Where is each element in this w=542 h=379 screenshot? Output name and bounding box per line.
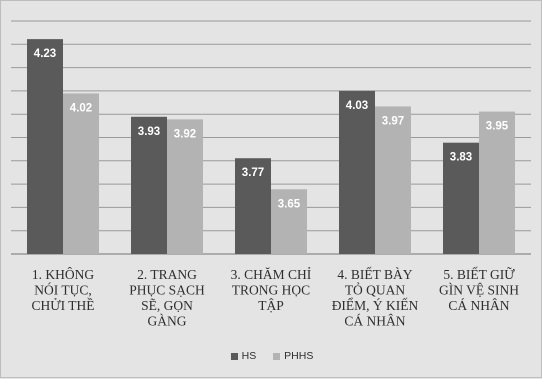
legend-item-hs: HS: [230, 350, 257, 363]
category-label-line: 3. CHĂM CHỈ: [231, 267, 312, 282]
category-label-line: GÀNG: [148, 314, 187, 329]
category-label-line: CÁ NHÂN: [448, 298, 509, 313]
bar-hs-1: [27, 39, 63, 254]
category-label-3: 3. CHĂM CHỈ TRONG HỌC TẬP: [231, 267, 312, 313]
bar-phhs-4: [375, 106, 411, 254]
category-label-5: 5. BIẾT GIỮ GÌN VỆ SINH CÁ NHÂN: [439, 267, 519, 313]
value-label-phhs-5: 3.95: [486, 121, 509, 133]
value-label-phhs-2: 3.92: [174, 128, 196, 140]
bar-hs-4: [339, 90, 375, 255]
legend-item-phhs: PHHS: [273, 350, 313, 362]
category-label-line: CHỬI THỀ: [31, 298, 94, 313]
category-label-line: NÓI TỤC,: [34, 283, 92, 298]
value-label-hs-3: 3.77: [242, 167, 264, 179]
category-labels: 1. KHÔNG NÓI TỤC, CHỬI THỀ 2. TRANG PHỤC SẠC…: [31, 267, 519, 329]
category-label-line: TRONG HỌC: [232, 283, 310, 298]
value-label-phhs-3: 3.65: [278, 198, 301, 210]
value-label-hs-1: 4.23: [34, 48, 56, 60]
value-label-phhs-1: 4.02: [70, 102, 92, 114]
value-label-hs-5: 3.83: [450, 152, 472, 164]
category-label-line: 1. KHÔNG: [32, 267, 94, 282]
category-label-line: CÁ NHÂN: [344, 314, 405, 329]
legend-label-hs: HS: [241, 350, 257, 363]
category-label-line: ĐIỂM, Ý KIẾN: [332, 298, 419, 313]
category-label-4: 4. BIẾT BÀY TỎ QUAN ĐIỂM, Ý KIẾN CÁ NHÂN: [332, 267, 419, 329]
category-label-line: PHỤC SẠCH: [129, 283, 205, 298]
legend-swatch-phhs: [273, 352, 281, 360]
category-label-line: GÌN VỆ SINH: [439, 283, 519, 298]
bars: [27, 39, 515, 255]
category-label-line: 4. BIẾT BÀY: [337, 267, 412, 282]
legend-label-phhs: PHHS: [284, 350, 314, 363]
category-label-1: 1. KHÔNG NÓI TỤC, CHỬI THỀ: [31, 267, 94, 313]
legend: HS PHHS: [1, 350, 542, 362]
category-label-line: 5. BIẾT GIỮ: [443, 267, 515, 282]
bar-phhs-2: [167, 119, 203, 254]
category-label-line: SẼ, GỌN: [141, 298, 193, 313]
legend-swatch-hs: [230, 352, 238, 360]
value-label-hs-2: 3.93: [138, 126, 160, 138]
bar-hs-2: [131, 116, 167, 255]
bar-hs-5: [443, 142, 479, 254]
bar-phhs-1: [63, 93, 99, 254]
bar-phhs-5: [479, 111, 515, 254]
category-label-line: TỎ QUAN: [345, 283, 406, 298]
category-label-line: TẬP: [258, 298, 284, 313]
category-label-2: 2. TRANG PHỤC SẠCH SẼ, GỌN GÀNG: [129, 267, 205, 329]
value-label-phhs-4: 3.97: [382, 115, 404, 127]
bar-hs-3: [235, 158, 271, 254]
value-label-hs-4: 4.03: [346, 100, 368, 112]
value-labels: 4.23 4.02 3.93 3.92 3.77 3.65 4.03 3.97 3.83 3.95: [34, 48, 509, 210]
category-label-line: 2. TRANG: [137, 267, 197, 282]
bar-phhs-3: [271, 189, 307, 254]
